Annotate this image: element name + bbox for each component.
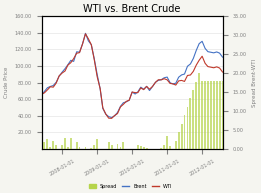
Bar bbox=[195, 82, 197, 149]
Bar bbox=[85, 146, 86, 149]
Bar bbox=[67, 147, 69, 149]
Bar bbox=[76, 142, 78, 149]
Bar bbox=[143, 147, 145, 149]
Bar bbox=[213, 81, 215, 149]
Bar bbox=[111, 145, 112, 149]
Bar bbox=[198, 73, 200, 149]
Bar bbox=[216, 81, 218, 149]
Legend: Spread, Brent, WTI: Spread, Brent, WTI bbox=[87, 182, 174, 190]
Bar bbox=[122, 141, 124, 149]
Bar bbox=[192, 90, 194, 149]
Bar bbox=[160, 148, 162, 149]
Bar bbox=[120, 146, 121, 149]
Bar bbox=[64, 138, 66, 149]
Bar bbox=[44, 142, 45, 149]
Bar bbox=[181, 124, 183, 149]
Bar bbox=[55, 145, 57, 149]
Bar bbox=[93, 145, 95, 149]
Bar bbox=[61, 145, 63, 149]
Bar bbox=[140, 146, 142, 149]
Bar bbox=[163, 145, 165, 149]
Bar bbox=[169, 146, 171, 149]
Bar bbox=[52, 141, 54, 149]
Bar bbox=[46, 139, 48, 149]
Bar bbox=[166, 136, 168, 149]
Bar bbox=[96, 139, 98, 149]
Bar bbox=[189, 98, 191, 149]
Bar bbox=[90, 148, 92, 149]
Bar bbox=[137, 145, 139, 149]
Bar bbox=[207, 81, 209, 149]
Bar bbox=[219, 81, 221, 149]
Bar bbox=[178, 132, 180, 149]
Bar bbox=[187, 107, 188, 149]
Y-axis label: Crude Price: Crude Price bbox=[4, 67, 9, 98]
Bar bbox=[201, 81, 203, 149]
Bar bbox=[49, 147, 51, 149]
Bar bbox=[222, 81, 223, 149]
Bar bbox=[108, 142, 110, 149]
Bar bbox=[116, 144, 118, 149]
Bar bbox=[175, 141, 177, 149]
Bar bbox=[70, 138, 72, 149]
Bar bbox=[204, 81, 206, 149]
Bar bbox=[79, 146, 80, 149]
Bar bbox=[146, 148, 147, 149]
Bar bbox=[210, 81, 212, 149]
Bar bbox=[183, 115, 186, 149]
Y-axis label: Spread Brent-WTI: Spread Brent-WTI bbox=[252, 59, 257, 107]
Title: WTI vs. Brent Crude: WTI vs. Brent Crude bbox=[83, 4, 181, 14]
